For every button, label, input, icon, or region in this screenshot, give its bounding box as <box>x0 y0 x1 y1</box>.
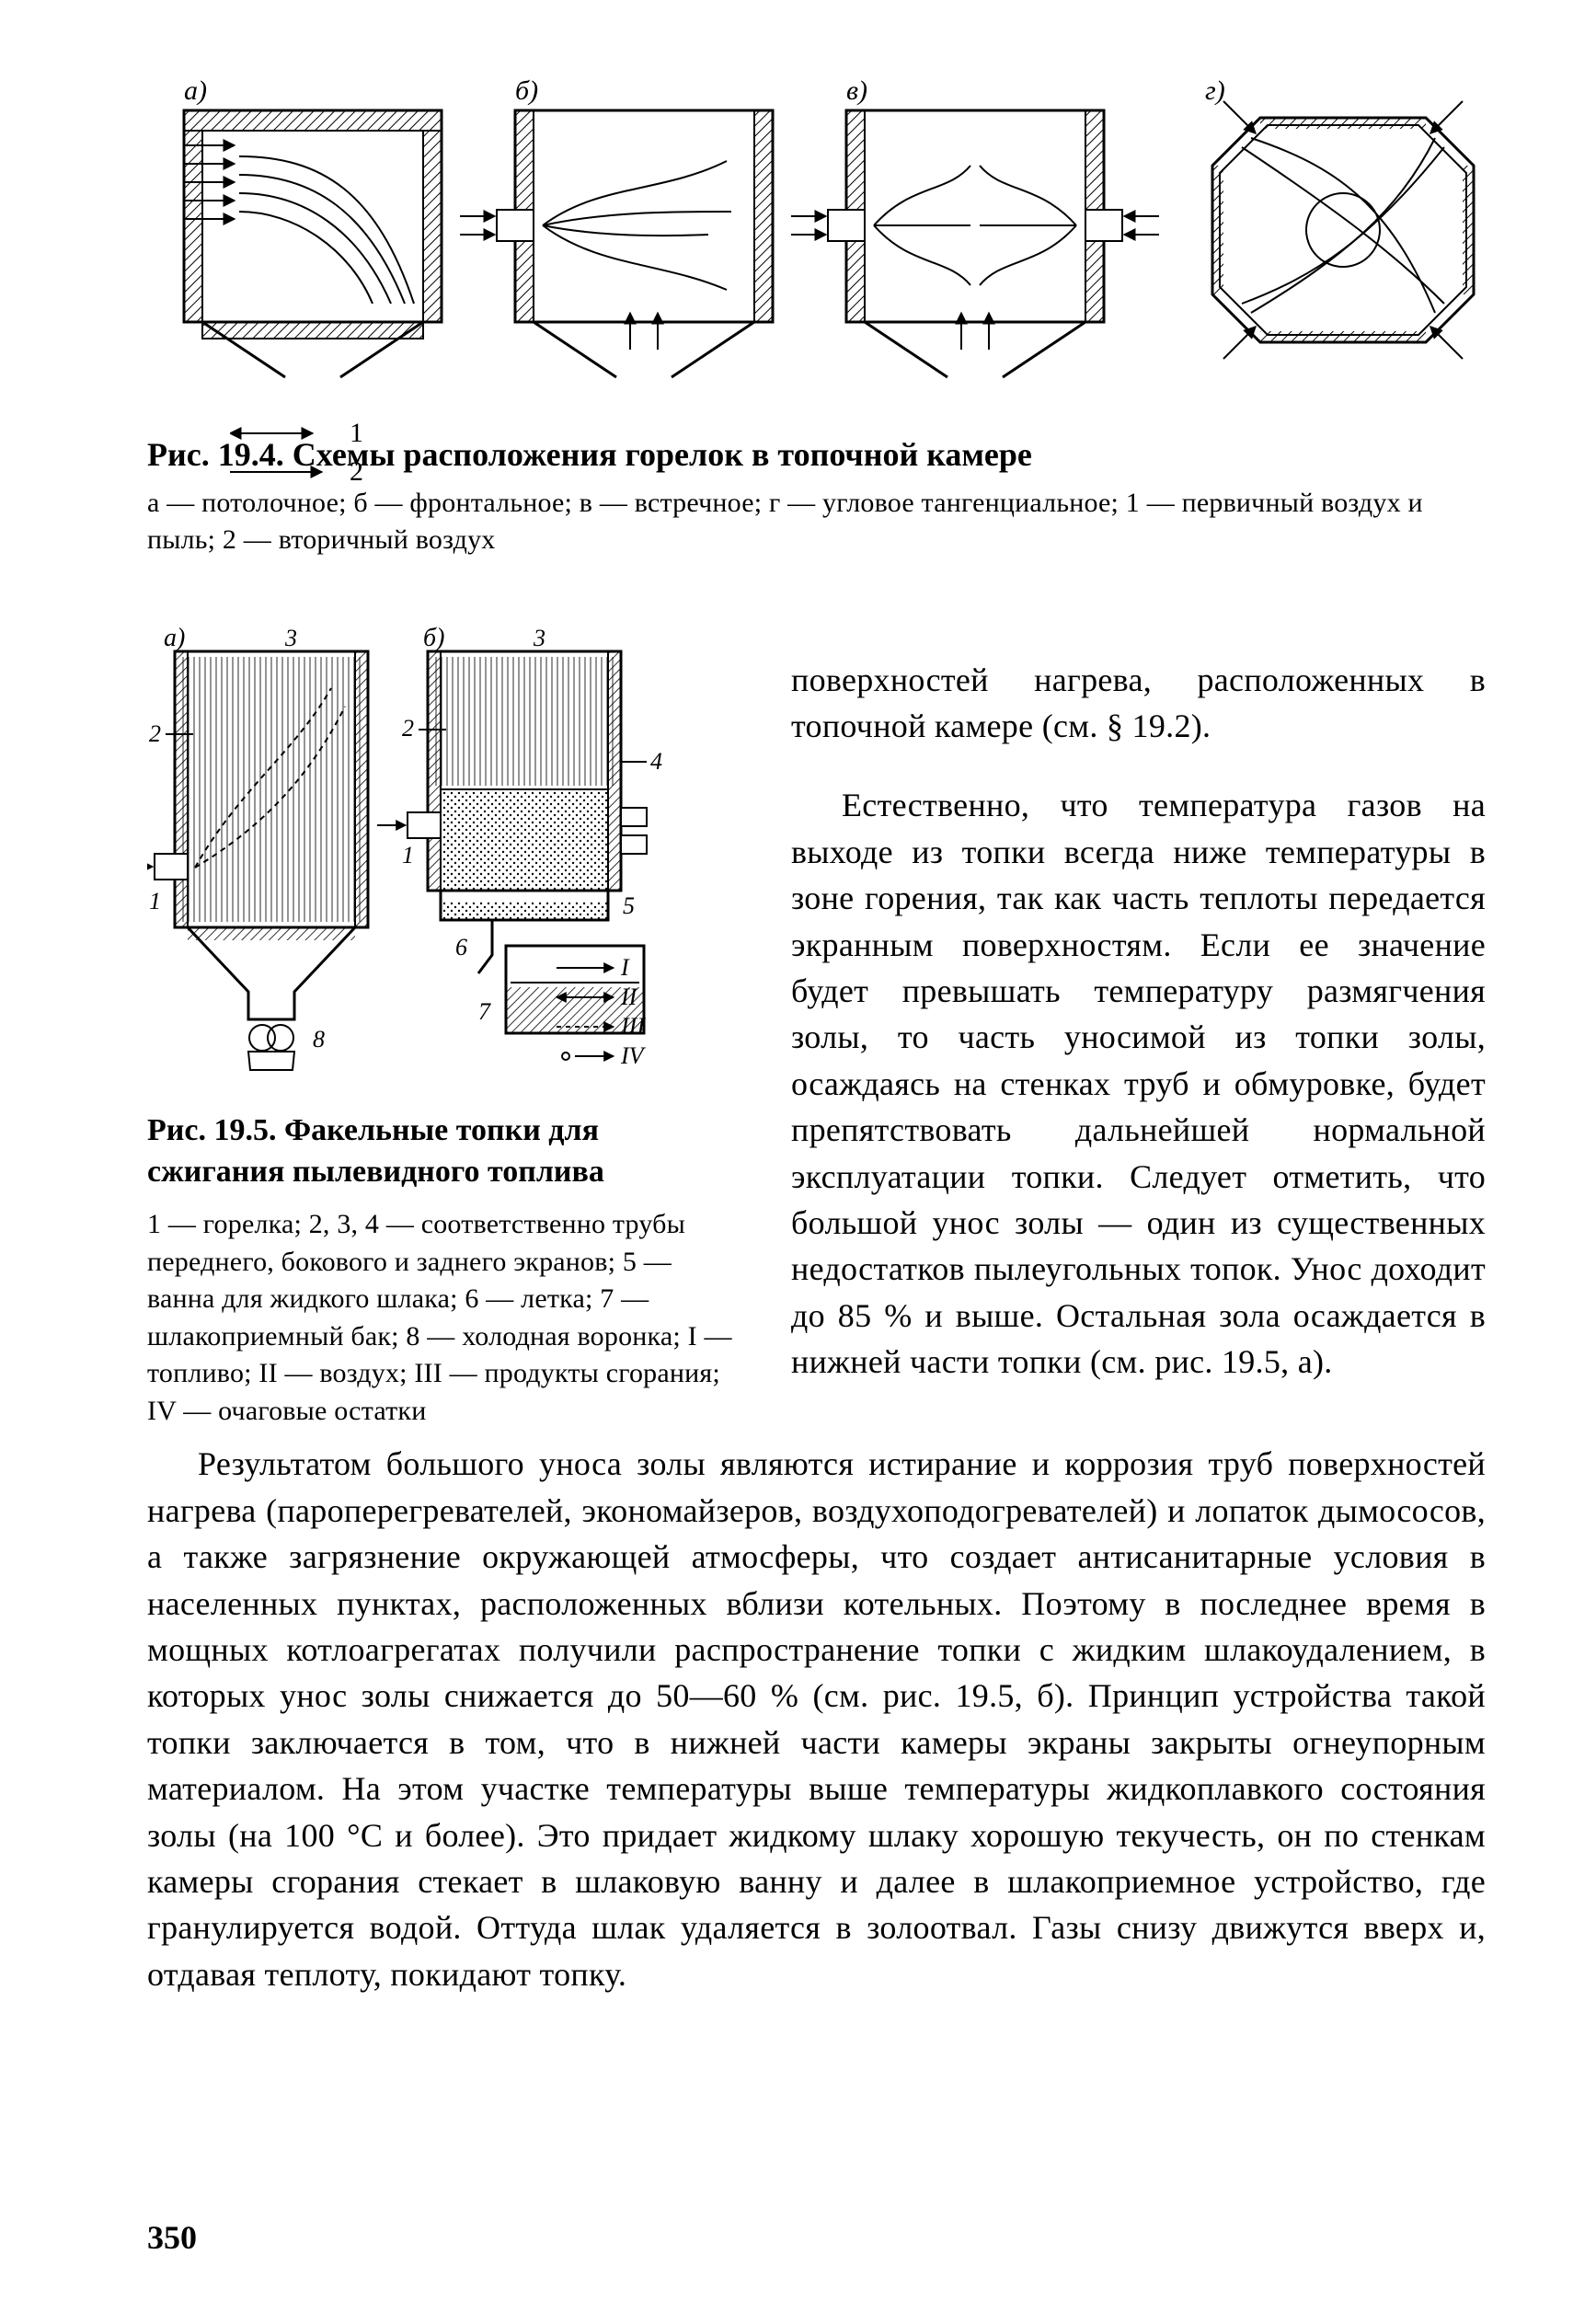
paragraph-1: поверхностей нагрева, расположенных в то… <box>791 657 1486 750</box>
legend-row-1: 1 <box>230 414 1486 453</box>
legend-row-2: 2 <box>230 453 1486 491</box>
label-6: 6 <box>455 934 467 960</box>
label-a2: а) <box>164 624 185 652</box>
label-3a: 3 <box>284 625 297 651</box>
label-g: г) <box>1205 75 1225 106</box>
label-3b: 3 <box>533 625 545 651</box>
label-2b: 2 <box>402 715 414 742</box>
roman-II: II <box>620 983 638 1010</box>
figure-19-5-svg: а) 3 2 1 <box>147 624 736 1084</box>
label-a: а) <box>184 75 207 106</box>
figure-19-5-subcaption: 1 — горелка; 2, 3, 4 — соответственно тр… <box>147 1206 736 1430</box>
legend-1-text: 1 <box>350 414 363 453</box>
roman-IV: IV <box>620 1042 647 1069</box>
label-1a: 1 <box>149 888 161 914</box>
label-8: 8 <box>313 1026 325 1052</box>
paragraph-2: Естественно, что температура газов на вы… <box>791 782 1486 1385</box>
page-number: 350 <box>147 2218 197 2257</box>
left-column: а) 3 2 1 <box>147 624 736 1431</box>
paragraph-3: Результатом большого уноса золы являются… <box>147 1441 1486 1997</box>
figure-19-4: а) <box>147 74 1486 405</box>
label-5: 5 <box>623 892 635 919</box>
label-v: в) <box>846 75 867 106</box>
page: а) <box>0 0 1596 2312</box>
figure-19-4-svg: а) <box>147 74 1490 405</box>
label-4: 4 <box>650 748 662 775</box>
label-7: 7 <box>478 998 491 1025</box>
roman-III: III <box>620 1013 646 1040</box>
legend-top: 1 2 <box>230 414 1486 491</box>
legend-2-text: 2 <box>350 453 363 491</box>
figure-19-4-subcaption: а — потолочное; б — фронтальное; в — вст… <box>147 485 1486 559</box>
roman-I: I <box>620 954 630 981</box>
figure-19-5-caption: Рис. 19.5. Факельные топки для сжигания … <box>147 1110 736 1194</box>
label-b2: б) <box>423 624 444 652</box>
label-1b: 1 <box>402 842 414 868</box>
mid-section: а) 3 2 1 <box>147 624 1486 1431</box>
figure-19-5: а) 3 2 1 <box>147 624 736 1084</box>
label-2a: 2 <box>149 720 161 747</box>
right-column: поверхностей нагрева, расположенных в то… <box>791 624 1486 1431</box>
label-b: б) <box>515 75 538 106</box>
